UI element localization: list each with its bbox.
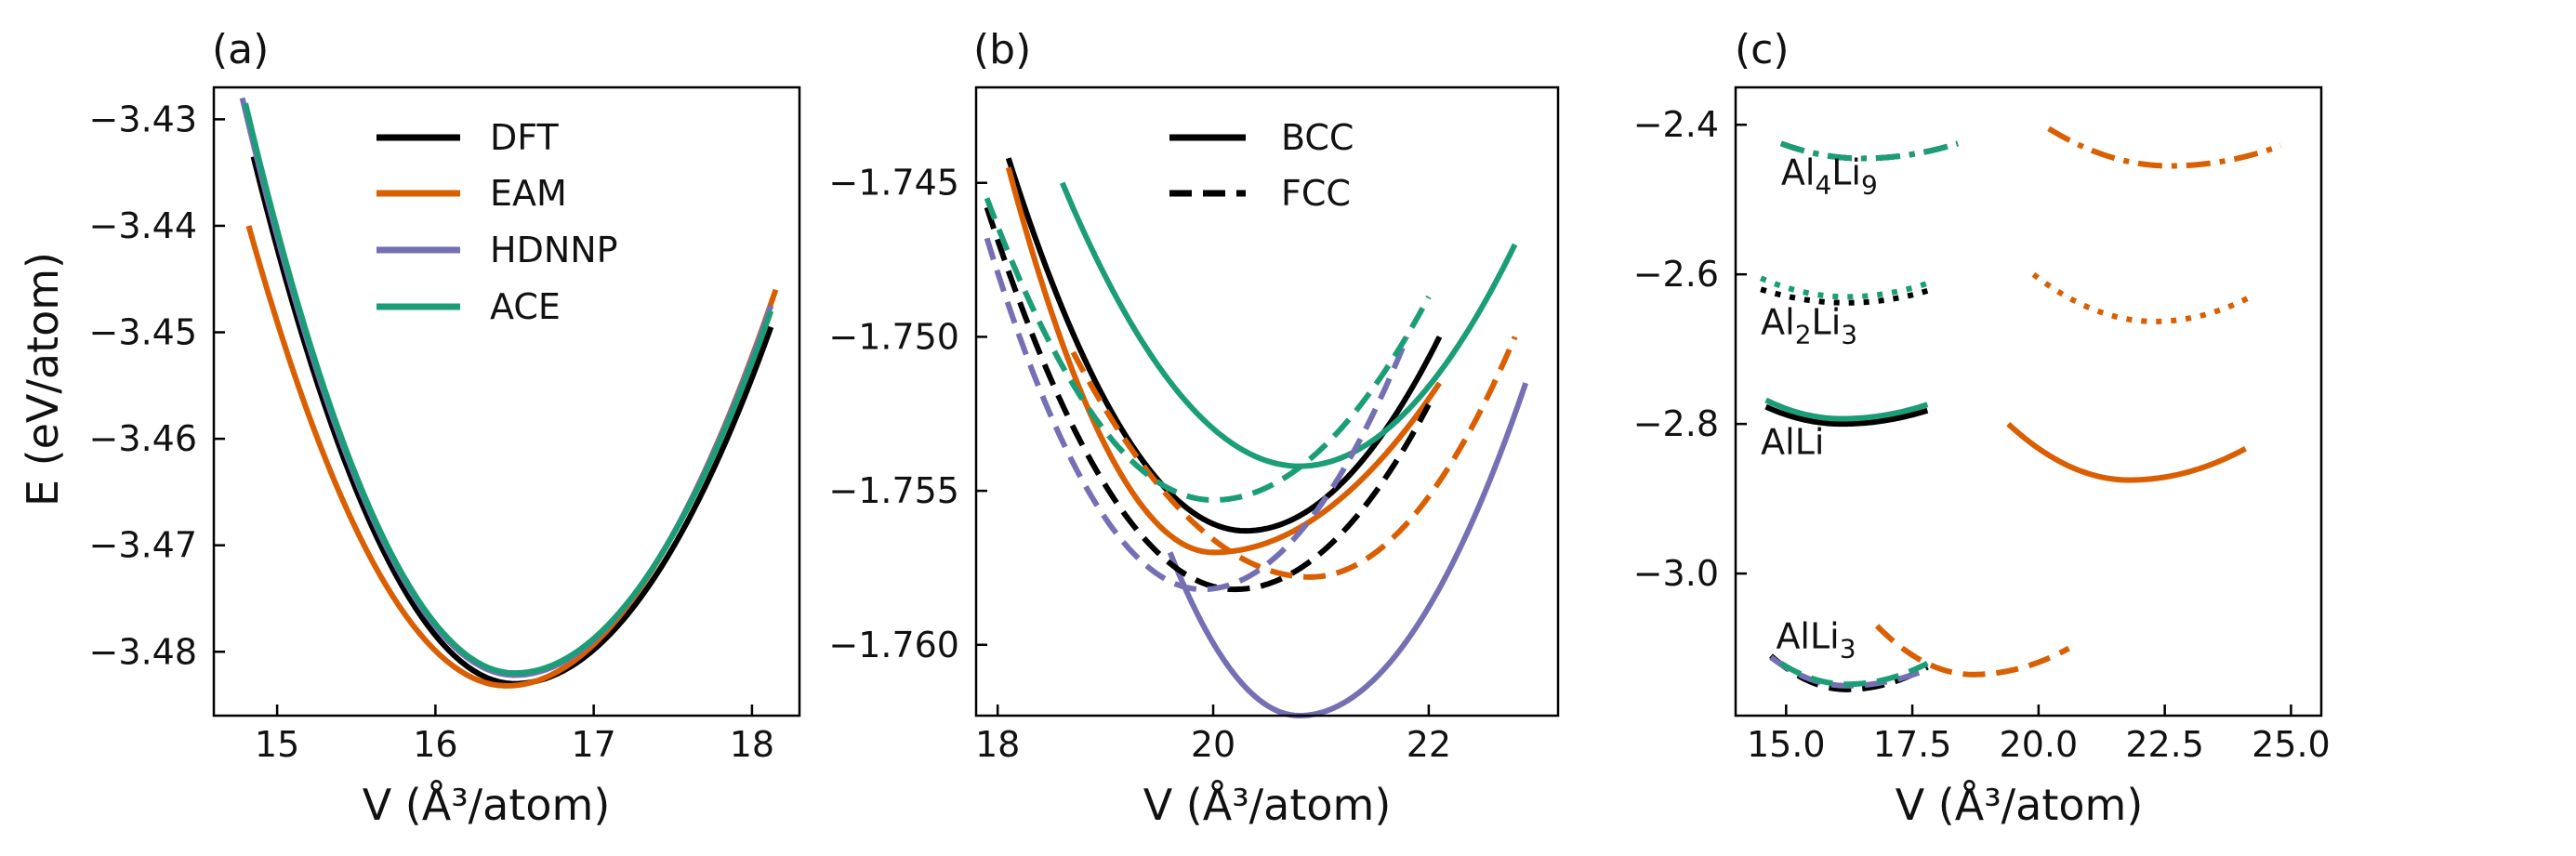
series-eam-fcc <box>1070 336 1518 580</box>
ytick-label: −1.750 <box>828 316 959 357</box>
panel-c-frame <box>1734 86 2323 718</box>
annotation-al4li9: Al4Li9 <box>1781 152 1878 201</box>
series-alli3-ace <box>1779 661 1929 688</box>
legend-label-bcc: BCC <box>1281 117 1354 158</box>
panel-b-legend: BCC FCC <box>1169 117 1354 214</box>
panel-c-annotations: Al4Li9 Al2Li3 AlLi AlLi3 <box>1761 152 1878 665</box>
series-alli-ace <box>1764 397 1929 422</box>
ytick-label: −3.43 <box>89 99 197 139</box>
legend-label-eam: EAM <box>490 173 567 214</box>
series-alli-dft <box>1764 403 1929 428</box>
series-alli3-eam <box>1874 624 2070 678</box>
series-ace-fcc <box>984 197 1432 504</box>
panel-b-series <box>984 157 1529 718</box>
panel-a-legend: DFT EAM HDNNP ACE <box>376 117 618 327</box>
ytick-label: −3.45 <box>89 312 197 353</box>
ytick-label: −3.48 <box>89 631 197 672</box>
panel-a-ylabel: E (eV/atom) <box>18 252 68 507</box>
ytick-label: −2.4 <box>1633 104 1719 145</box>
panel-a-frame <box>212 86 801 718</box>
ytick-label: −1.760 <box>828 625 959 665</box>
panel-a-label: (a) <box>212 26 269 73</box>
panel-c-label: (c) <box>1735 26 1790 73</box>
panel-a-series <box>239 97 779 689</box>
ytick-label: −1.755 <box>828 470 959 511</box>
series-hdnnp-fcc <box>984 237 1410 593</box>
series-al2li3-eam <box>2031 271 2252 324</box>
ytick-label: −3.0 <box>1633 553 1719 594</box>
ytick-label: −1.745 <box>828 163 959 204</box>
panel-a: (a) V (Å³/atom) E (eV/atom) 15 16 17 18 −3.4… <box>18 26 801 830</box>
series-alli-eam <box>2006 421 2247 483</box>
annotation-al2li3: Al2Li3 <box>1761 302 1857 350</box>
panel-a-xlabel: V (Å³/atom) <box>363 780 611 830</box>
xtick-label: 15.0 <box>1747 724 1826 765</box>
annotation-alli: AlLi <box>1761 421 1824 462</box>
xtick-label: 18 <box>975 724 1020 765</box>
ytick-label: −3.44 <box>89 205 197 246</box>
panel-b-xlabel: V (Å³/atom) <box>1143 780 1392 830</box>
ytick-label: −3.47 <box>89 525 197 566</box>
series-dft-bcc <box>1005 157 1443 534</box>
ytick-label: −2.6 <box>1633 254 1719 295</box>
series-hdnnp-bcc <box>1167 382 1529 718</box>
series-al4li9-ace <box>1779 140 1959 162</box>
series-eam-bcc <box>1005 166 1442 556</box>
xtick-label: 15 <box>255 724 299 765</box>
panel-c: (c) V (Å³/atom) 15.0 17.5 20.0 22.5 25.0 −3.0… <box>1633 26 2331 830</box>
xtick-label: 25.0 <box>2252 724 2331 765</box>
panel-b-label: (b) <box>973 26 1031 73</box>
panel-b-ticks: 18 20 22 −1.760 −1.755 −1.750 −1.745 <box>828 163 1451 765</box>
panel-b: (b) V (Å³/atom) 18 20 22 −1.760 −1.755 −1.750… <box>828 26 1560 830</box>
series-ace <box>243 102 774 677</box>
legend-label-ace: ACE <box>490 286 561 327</box>
xtick-label: 20 <box>1191 724 1235 765</box>
legend-label-hdnnp: HDNNP <box>490 230 618 270</box>
panel-c-series <box>1759 125 2282 692</box>
annotation-alli3: AlLi3 <box>1776 616 1856 665</box>
xtick-label: 22 <box>1407 724 1451 765</box>
ytick-label: −3.46 <box>89 418 197 459</box>
xtick-label: 20.0 <box>2000 724 2079 765</box>
legend-label-dft: DFT <box>490 117 559 158</box>
panel-c-ticks: 15.0 17.5 20.0 22.5 25.0 −3.0 −2.8 −2.6 −2.4 <box>1633 104 2331 765</box>
series-al4li9-eam <box>2047 125 2282 169</box>
legend-label-fcc: FCC <box>1281 173 1351 214</box>
xtick-label: 22.5 <box>2125 724 2204 765</box>
panel-b-frame <box>974 86 1560 718</box>
xtick-label: 17 <box>571 724 615 765</box>
xtick-label: 18 <box>730 724 774 765</box>
ytick-label: −2.8 <box>1633 403 1719 444</box>
panel-a-ticks: 15 16 17 18 −3.48 −3.47 −3.46 −3.45 −3.44 −3.43 <box>89 99 775 765</box>
panel-c-xlabel: V (Å³/atom) <box>1896 780 2144 830</box>
series-ace-bcc <box>1059 181 1518 469</box>
xtick-label: 17.5 <box>1873 724 1952 765</box>
xtick-label: 16 <box>413 724 457 765</box>
series-dft-fcc <box>984 206 1432 593</box>
